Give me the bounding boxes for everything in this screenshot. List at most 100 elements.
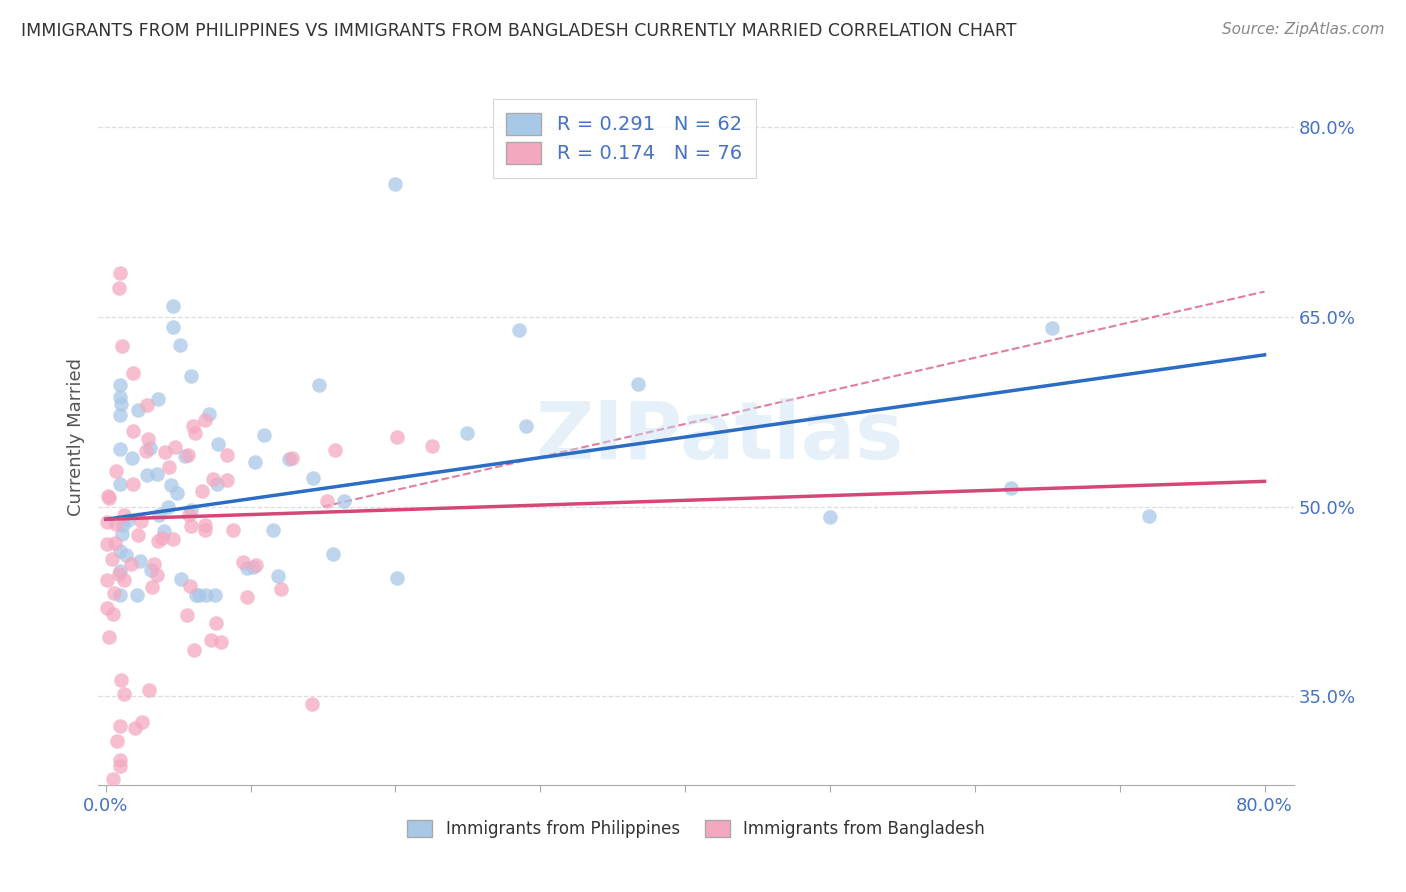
Point	[157, 500, 180, 515]
Point	[209, 635, 232, 649]
Point	[333, 493, 356, 508]
Point	[160, 478, 183, 492]
Point	[262, 523, 284, 537]
Point	[170, 572, 193, 586]
Point	[267, 569, 290, 583]
Point	[131, 714, 153, 729]
Point	[111, 526, 134, 541]
Point	[162, 299, 184, 313]
Point	[217, 448, 239, 462]
Point	[173, 450, 195, 464]
Point	[122, 366, 145, 380]
Point	[204, 588, 226, 602]
Point	[180, 518, 202, 533]
Point	[323, 442, 346, 457]
Point	[301, 698, 323, 712]
Point	[179, 508, 201, 522]
Point	[1137, 508, 1160, 523]
Point	[107, 281, 129, 295]
Point	[280, 451, 302, 466]
Point	[183, 418, 205, 433]
Point	[101, 772, 124, 786]
Point	[122, 424, 145, 438]
Point	[186, 588, 208, 602]
Point	[108, 476, 131, 491]
Point	[108, 543, 131, 558]
Point	[270, 582, 292, 597]
Point	[194, 517, 217, 532]
Point	[136, 468, 159, 483]
Point	[277, 452, 299, 467]
Point	[115, 548, 138, 562]
Point	[139, 563, 162, 577]
Point	[136, 433, 159, 447]
Point	[110, 673, 132, 687]
Point	[121, 451, 143, 466]
Point	[183, 643, 205, 657]
Point	[157, 459, 180, 474]
Point	[97, 489, 120, 503]
Point	[420, 438, 443, 452]
Point	[101, 607, 124, 621]
Point	[162, 319, 184, 334]
Point	[124, 721, 146, 735]
Point	[108, 377, 131, 392]
Point	[236, 590, 259, 604]
Legend: Immigrants from Philippines, Immigrants from Bangladesh: Immigrants from Philippines, Immigrants …	[399, 812, 993, 847]
Point	[112, 687, 135, 701]
Point	[148, 508, 170, 523]
Point	[818, 509, 841, 524]
Point	[108, 408, 131, 422]
Point	[222, 523, 245, 537]
Point	[135, 444, 157, 458]
Point	[129, 514, 152, 528]
Point	[627, 376, 650, 391]
Point	[245, 558, 267, 572]
Point	[180, 502, 202, 516]
Point	[108, 719, 131, 733]
Point	[146, 568, 169, 582]
Point	[108, 442, 131, 456]
Point	[200, 632, 222, 647]
Point	[148, 392, 170, 406]
Point	[198, 407, 221, 421]
Point	[111, 518, 134, 533]
Point	[127, 528, 149, 542]
Point	[385, 430, 408, 444]
Point	[96, 515, 118, 529]
Point	[148, 533, 170, 548]
Point	[176, 448, 198, 462]
Text: Source: ZipAtlas.com: Source: ZipAtlas.com	[1222, 22, 1385, 37]
Point	[104, 516, 127, 531]
Point	[101, 551, 124, 566]
Point	[136, 398, 159, 412]
Point	[120, 558, 142, 572]
Point	[163, 440, 186, 454]
Point	[98, 491, 121, 505]
Point	[166, 486, 188, 500]
Point	[322, 547, 344, 561]
Point	[187, 588, 209, 602]
Point	[162, 532, 184, 546]
Point	[242, 560, 264, 574]
Point	[96, 573, 118, 587]
Point	[194, 588, 217, 602]
Point	[121, 477, 143, 491]
Point	[515, 418, 537, 433]
Point	[129, 554, 152, 568]
Point	[139, 441, 162, 455]
Point	[152, 524, 174, 539]
Point	[1040, 321, 1063, 335]
Point	[243, 455, 266, 469]
Point	[112, 508, 135, 522]
Text: IMMIGRANTS FROM PHILIPPINES VS IMMIGRANTS FROM BANGLADESH CURRENTLY MARRIED CORR: IMMIGRANTS FROM PHILIPPINES VS IMMIGRANT…	[21, 22, 1017, 40]
Point	[232, 555, 254, 569]
Point	[127, 403, 149, 417]
Point	[308, 378, 330, 392]
Point	[104, 536, 127, 550]
Point	[108, 753, 131, 767]
Point	[108, 566, 131, 581]
Point	[179, 579, 201, 593]
Point	[193, 413, 215, 427]
Point	[98, 630, 121, 644]
